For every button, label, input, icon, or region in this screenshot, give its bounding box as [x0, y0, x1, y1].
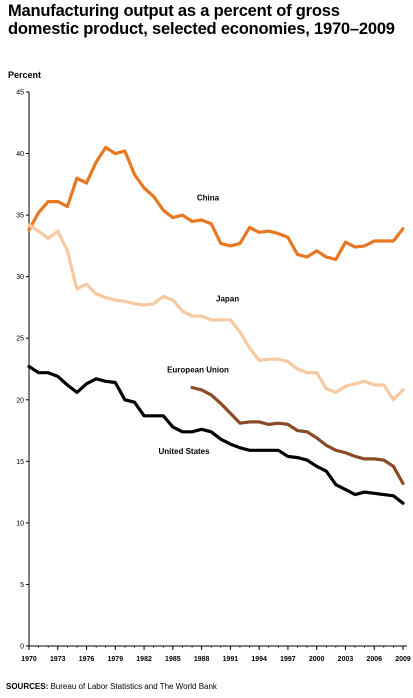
x-tick-label: 2000	[309, 656, 325, 663]
x-tick-label: 1970	[21, 656, 37, 663]
x-tick-label: 1985	[165, 656, 181, 663]
source-label: SOURCES:	[6, 682, 49, 691]
series-label-japan: Japan	[216, 294, 239, 303]
y-tick-label: 20	[16, 397, 24, 404]
x-tick-label: 1997	[280, 656, 296, 663]
y-tick-label: 0	[20, 644, 24, 651]
y-tick-label: 40	[16, 151, 24, 158]
series-line-japan	[27, 223, 405, 402]
y-tick-label: 5	[20, 582, 24, 589]
x-tick-label: 2003	[338, 656, 354, 663]
x-tick-label: 1973	[50, 656, 66, 663]
series-line-us	[27, 364, 405, 505]
series-lines	[27, 145, 405, 505]
y-tick-label: 45	[16, 90, 24, 97]
chart-title: Manufacturing output as a percent of gro…	[8, 2, 395, 38]
y-tick-label: 35	[16, 213, 24, 220]
series-line-china	[27, 145, 405, 261]
y-axis-label: Percent	[8, 70, 42, 80]
series-line-eu	[190, 385, 405, 486]
x-tick-label: 1994	[251, 656, 267, 663]
y-tick-label: 10	[16, 520, 24, 527]
x-tick-label: 1988	[194, 656, 210, 663]
source-text: Bureau of Labor Statistics and The World…	[50, 682, 217, 691]
x-tick-label: 2006	[366, 656, 382, 663]
y-tick-label: 30	[16, 274, 24, 281]
y-ticks: 0 5 10 15 20 25 30 35 40 45	[16, 90, 29, 651]
x-tick-label: 1979	[108, 656, 124, 663]
x-tick-label: 1991	[223, 656, 239, 663]
x-ticks: 1970 1973 1976 1979 1982 1985 1988 1991 1994 1997…	[21, 646, 411, 663]
y-tick-label: 15	[16, 459, 24, 466]
axes	[28, 92, 407, 647]
y-tick-label: 25	[16, 336, 24, 343]
series-label-china: China	[197, 193, 220, 202]
series-labels: China Japan European Union United States	[158, 193, 239, 456]
x-tick-label: 1976	[79, 656, 95, 663]
x-tick-label: 1982	[136, 656, 152, 663]
series-label-us: United States	[158, 447, 210, 456]
series-label-eu: European Union	[167, 366, 229, 375]
source-note: SOURCES: Bureau of Labor Statistics and …	[6, 682, 217, 691]
x-tick-label: 2009	[395, 656, 411, 663]
